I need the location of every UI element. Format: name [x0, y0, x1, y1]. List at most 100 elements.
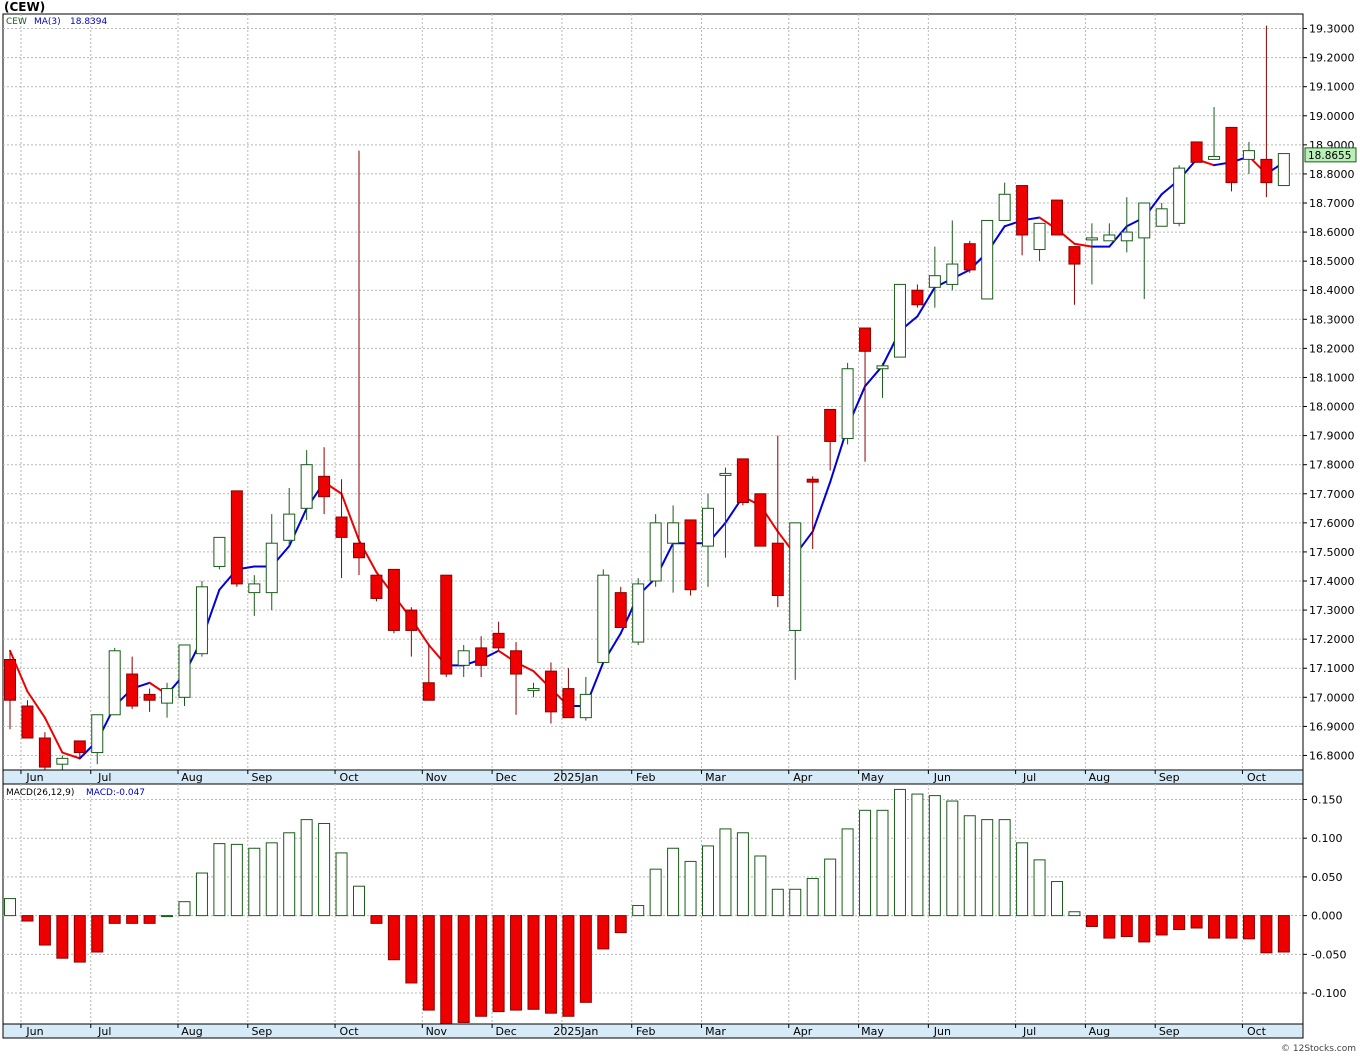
- macd-y-axis: -0.100 -0.050 0.000 0.050 0.100 0.150: [1303, 793, 1346, 1000]
- macd-bar-positive: [1068, 911, 1081, 917]
- candle-body-down: [510, 650, 523, 675]
- macd-bar-negative: [1120, 915, 1133, 938]
- month-label: 2025Jan: [553, 1025, 598, 1038]
- candle-body-down: [824, 408, 837, 442]
- price-y-tick-label: 17.0000: [1309, 691, 1355, 704]
- candle-body-up: [265, 542, 278, 594]
- ma-segment: [340, 492, 360, 542]
- macd-bar-positive: [684, 860, 697, 917]
- candle-body-up: [178, 644, 191, 698]
- candle-body-down: [771, 542, 784, 597]
- candle-body-down: [126, 673, 139, 707]
- month-label: Mar: [705, 771, 726, 784]
- candle-body-up: [457, 650, 470, 666]
- month-label: Sep: [1159, 1025, 1180, 1038]
- candle-body-up: [789, 522, 802, 631]
- macd-bars: [4, 788, 1290, 1025]
- macd-bar-negative: [370, 915, 383, 924]
- macd-bar-positive: [824, 858, 837, 917]
- price-y-tick-label: 17.6000: [1309, 517, 1355, 530]
- macd-bar-positive: [859, 809, 872, 917]
- month-label: May: [861, 771, 884, 784]
- candle-body-up: [667, 522, 680, 544]
- macd-bar-negative: [510, 915, 523, 1011]
- candle-body-up: [91, 714, 104, 754]
- macd-bar-positive: [265, 842, 278, 917]
- candle-body-up: [195, 586, 208, 655]
- candle-body-down: [859, 327, 872, 352]
- price-y-tick-label: 16.8000: [1309, 749, 1355, 762]
- candle-body-up: [876, 365, 889, 370]
- macd-bar-negative: [440, 915, 453, 1025]
- month-label: Aug: [181, 1025, 202, 1038]
- candle-body-down: [736, 458, 749, 503]
- month-label: Apr: [793, 1025, 813, 1038]
- macd-legend-value: MACD:-0.047: [86, 788, 145, 798]
- macd-bar-negative: [1085, 915, 1098, 927]
- month-label: Oct: [340, 771, 360, 784]
- macd-bar-positive: [213, 843, 226, 917]
- macd-bar-positive: [4, 898, 16, 917]
- price-y-tick-label: 19.2000: [1309, 52, 1355, 65]
- macd-bar-negative: [143, 915, 156, 924]
- candle-body-down: [614, 592, 627, 629]
- macd-bar-positive: [353, 885, 365, 917]
- macd-bar-negative: [405, 915, 418, 984]
- candle-body-up: [893, 283, 906, 358]
- candle-body-up: [1085, 237, 1098, 241]
- candle-body-up: [597, 574, 610, 663]
- price-y-tick-label: 19.1000: [1309, 81, 1355, 94]
- macd-y-tick-label: -0.100: [1311, 987, 1346, 1000]
- macd-bar-positive: [335, 852, 348, 917]
- month-label: Nov: [426, 771, 448, 784]
- macd-bar-negative: [1190, 915, 1203, 929]
- candle-body-up: [981, 219, 994, 300]
- last-price-label: 18.8655: [1308, 150, 1351, 162]
- price-y-tick-label: 17.1000: [1309, 662, 1355, 675]
- legend-symbol: CEW: [6, 17, 27, 27]
- candle-body-down: [1068, 246, 1081, 265]
- candle-body-down: [492, 632, 505, 649]
- candle-body-down: [562, 688, 575, 719]
- ma-segment: [916, 286, 936, 318]
- month-label: Feb: [636, 1025, 655, 1038]
- macd-bar-positive: [632, 905, 645, 917]
- price-month-labels: Jun Jul Aug Sep Oct Nov Dec 2025Jan Feb Mar Apr May…: [20, 770, 1267, 784]
- price-y-tick-label: 17.9000: [1309, 430, 1355, 443]
- month-label: Aug: [1089, 771, 1110, 784]
- candle-body-up: [527, 688, 540, 692]
- macd-bar-positive: [754, 855, 767, 917]
- macd-bar-negative: [21, 915, 34, 922]
- legend-ma-label: MA(3): [34, 17, 61, 27]
- candle-body-up: [213, 536, 226, 567]
- macd-bar-negative: [1173, 915, 1186, 931]
- macd-bar-negative: [73, 915, 86, 963]
- price-panel-frame: [2, 13, 1304, 771]
- macd-bar-positive: [928, 795, 941, 917]
- macd-bar-negative: [422, 915, 435, 1011]
- candle-body-down: [1225, 126, 1238, 184]
- macd-month-axis: [2, 1023, 1304, 1039]
- candle-body-down: [1260, 158, 1273, 184]
- ma-segment: [43, 716, 64, 754]
- ma-segment: [811, 481, 832, 533]
- price-y-tick-label: 19.0000: [1309, 110, 1355, 123]
- macd-y-tick-label: 0.050: [1311, 871, 1343, 884]
- ma-segment: [1073, 242, 1093, 248]
- macd-bar-negative: [126, 915, 139, 924]
- macd-bar-negative: [1277, 915, 1290, 953]
- macd-bar-negative: [91, 915, 104, 953]
- macd-bar-positive: [248, 847, 261, 917]
- candle-body-up: [1138, 202, 1151, 239]
- price-y-tick-label: 18.4000: [1309, 284, 1355, 297]
- candle-body-down: [387, 568, 400, 631]
- month-label: Jun: [933, 1025, 951, 1038]
- month-label: Jun: [933, 771, 951, 784]
- last-price-tag: 18.8655: [1304, 147, 1357, 163]
- macd-bar-negative: [1208, 915, 1221, 939]
- candle-body-down: [1016, 185, 1029, 236]
- candle-body-down: [230, 490, 243, 585]
- macd-bar-negative: [1225, 915, 1238, 939]
- month-label: Oct: [340, 1025, 360, 1038]
- candle-body-up: [1120, 231, 1133, 242]
